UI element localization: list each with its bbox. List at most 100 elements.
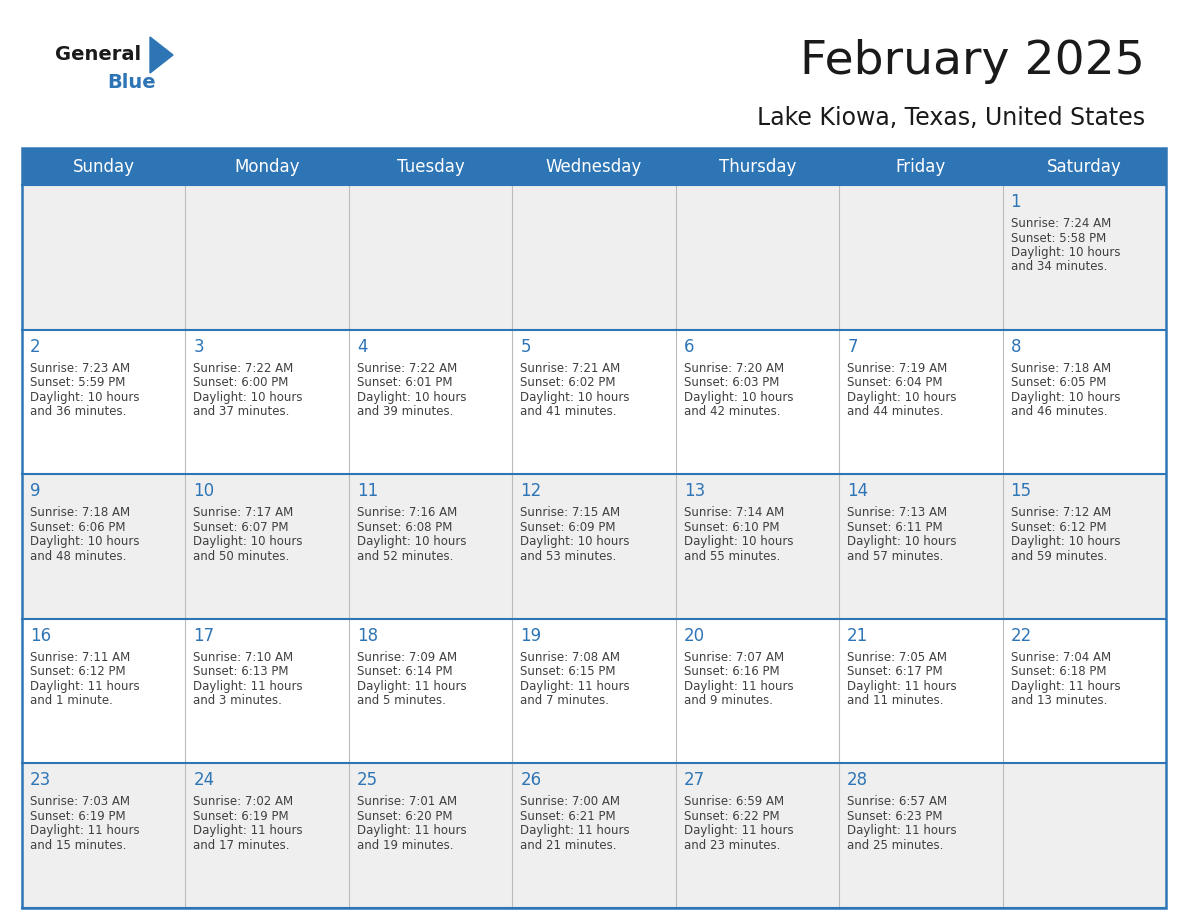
Text: Sunset: 6:18 PM: Sunset: 6:18 PM [1011, 666, 1106, 678]
Text: Daylight: 11 hours: Daylight: 11 hours [520, 680, 630, 693]
Text: 4: 4 [356, 338, 367, 355]
Text: and 57 minutes.: and 57 minutes. [847, 550, 943, 563]
Bar [23, 475, 185, 619]
Bar [1003, 619, 1165, 764]
Text: Daylight: 11 hours: Daylight: 11 hours [356, 680, 467, 693]
Text: Sunset: 6:01 PM: Sunset: 6:01 PM [356, 376, 453, 389]
Text: and 36 minutes.: and 36 minutes. [30, 405, 126, 418]
Text: Sunset: 6:03 PM: Sunset: 6:03 PM [684, 376, 779, 389]
Text: Sunset: 5:59 PM: Sunset: 5:59 PM [30, 376, 126, 389]
Polygon shape [150, 37, 173, 73]
Bar [512, 475, 676, 619]
Text: and 55 minutes.: and 55 minutes. [684, 550, 781, 563]
Text: Daylight: 11 hours: Daylight: 11 hours [356, 824, 467, 837]
Text: Sunset: 6:13 PM: Sunset: 6:13 PM [194, 666, 289, 678]
Text: Daylight: 10 hours: Daylight: 10 hours [684, 535, 794, 548]
Text: Sunset: 6:19 PM: Sunset: 6:19 PM [194, 810, 289, 823]
Text: and 7 minutes.: and 7 minutes. [520, 694, 609, 707]
Text: and 17 minutes.: and 17 minutes. [194, 839, 290, 852]
Text: Sunset: 6:17 PM: Sunset: 6:17 PM [847, 666, 943, 678]
Text: Blue: Blue [107, 73, 156, 93]
Text: and 15 minutes.: and 15 minutes. [30, 839, 126, 852]
Bar [23, 764, 185, 908]
Text: 21: 21 [847, 627, 868, 644]
Text: Sunrise: 7:20 AM: Sunrise: 7:20 AM [684, 362, 784, 375]
Bar [349, 475, 512, 619]
Text: Sunset: 6:08 PM: Sunset: 6:08 PM [356, 521, 453, 533]
Text: and 53 minutes.: and 53 minutes. [520, 550, 617, 563]
Text: Wednesday: Wednesday [545, 158, 643, 175]
Text: Daylight: 10 hours: Daylight: 10 hours [356, 535, 467, 548]
Text: Daylight: 11 hours: Daylight: 11 hours [1011, 680, 1120, 693]
Text: 8: 8 [1011, 338, 1020, 355]
Text: 18: 18 [356, 627, 378, 644]
Text: February 2025: February 2025 [801, 39, 1145, 84]
Text: and 37 minutes.: and 37 minutes. [194, 405, 290, 418]
Bar [839, 764, 1003, 908]
Bar [349, 764, 512, 908]
Text: 17: 17 [194, 627, 215, 644]
Text: Sunrise: 6:59 AM: Sunrise: 6:59 AM [684, 795, 784, 809]
Text: Daylight: 11 hours: Daylight: 11 hours [30, 680, 140, 693]
Text: Sunrise: 7:02 AM: Sunrise: 7:02 AM [194, 795, 293, 809]
Text: and 13 minutes.: and 13 minutes. [1011, 694, 1107, 707]
Text: Saturday: Saturday [1047, 158, 1121, 175]
Text: Sunset: 6:21 PM: Sunset: 6:21 PM [520, 810, 615, 823]
Bar [1003, 764, 1165, 908]
Text: Sunrise: 7:18 AM: Sunrise: 7:18 AM [1011, 362, 1111, 375]
Text: Sunrise: 7:05 AM: Sunrise: 7:05 AM [847, 651, 947, 664]
Bar [349, 185, 512, 330]
Text: 23: 23 [30, 771, 51, 789]
Text: Sunset: 6:02 PM: Sunset: 6:02 PM [520, 376, 615, 389]
Bar [676, 185, 839, 330]
Text: Daylight: 10 hours: Daylight: 10 hours [194, 390, 303, 404]
Text: Sunrise: 7:03 AM: Sunrise: 7:03 AM [30, 795, 129, 809]
Text: Sunset: 6:04 PM: Sunset: 6:04 PM [847, 376, 942, 389]
Bar [676, 619, 839, 764]
Text: 16: 16 [30, 627, 51, 644]
Text: 13: 13 [684, 482, 704, 500]
Text: Sunrise: 7:00 AM: Sunrise: 7:00 AM [520, 795, 620, 809]
Text: 11: 11 [356, 482, 378, 500]
Text: Daylight: 10 hours: Daylight: 10 hours [847, 535, 956, 548]
Bar [23, 619, 185, 764]
Text: 6: 6 [684, 338, 694, 355]
Text: Daylight: 10 hours: Daylight: 10 hours [847, 390, 956, 404]
Text: Sunrise: 7:09 AM: Sunrise: 7:09 AM [356, 651, 457, 664]
Bar [349, 148, 512, 185]
Text: 15: 15 [1011, 482, 1031, 500]
Text: and 11 minutes.: and 11 minutes. [847, 694, 943, 707]
Text: Daylight: 11 hours: Daylight: 11 hours [194, 824, 303, 837]
Text: and 5 minutes.: and 5 minutes. [356, 694, 446, 707]
Text: Sunset: 6:07 PM: Sunset: 6:07 PM [194, 521, 289, 533]
Text: Daylight: 10 hours: Daylight: 10 hours [30, 390, 139, 404]
Bar [185, 619, 349, 764]
Bar [349, 619, 512, 764]
Text: Daylight: 10 hours: Daylight: 10 hours [30, 535, 139, 548]
Text: 9: 9 [30, 482, 40, 500]
Bar [512, 148, 676, 185]
Text: Sunrise: 7:16 AM: Sunrise: 7:16 AM [356, 506, 457, 520]
Text: Daylight: 10 hours: Daylight: 10 hours [356, 390, 467, 404]
Text: and 42 minutes.: and 42 minutes. [684, 405, 781, 418]
Text: and 48 minutes.: and 48 minutes. [30, 550, 126, 563]
Text: Sunrise: 7:08 AM: Sunrise: 7:08 AM [520, 651, 620, 664]
Text: Sunday: Sunday [72, 158, 134, 175]
Bar [839, 185, 1003, 330]
Text: 22: 22 [1011, 627, 1032, 644]
Bar [1003, 148, 1165, 185]
Text: and 46 minutes.: and 46 minutes. [1011, 405, 1107, 418]
Text: 1: 1 [1011, 193, 1022, 211]
Text: General: General [55, 46, 141, 64]
Text: Sunrise: 7:18 AM: Sunrise: 7:18 AM [30, 506, 131, 520]
Text: Daylight: 10 hours: Daylight: 10 hours [520, 535, 630, 548]
Text: Sunset: 6:10 PM: Sunset: 6:10 PM [684, 521, 779, 533]
Text: 26: 26 [520, 771, 542, 789]
Text: Monday: Monday [234, 158, 299, 175]
Text: Sunrise: 7:22 AM: Sunrise: 7:22 AM [356, 362, 457, 375]
Bar [1003, 475, 1165, 619]
Bar [349, 330, 512, 475]
Bar [839, 619, 1003, 764]
Text: Daylight: 11 hours: Daylight: 11 hours [520, 824, 630, 837]
Text: 19: 19 [520, 627, 542, 644]
